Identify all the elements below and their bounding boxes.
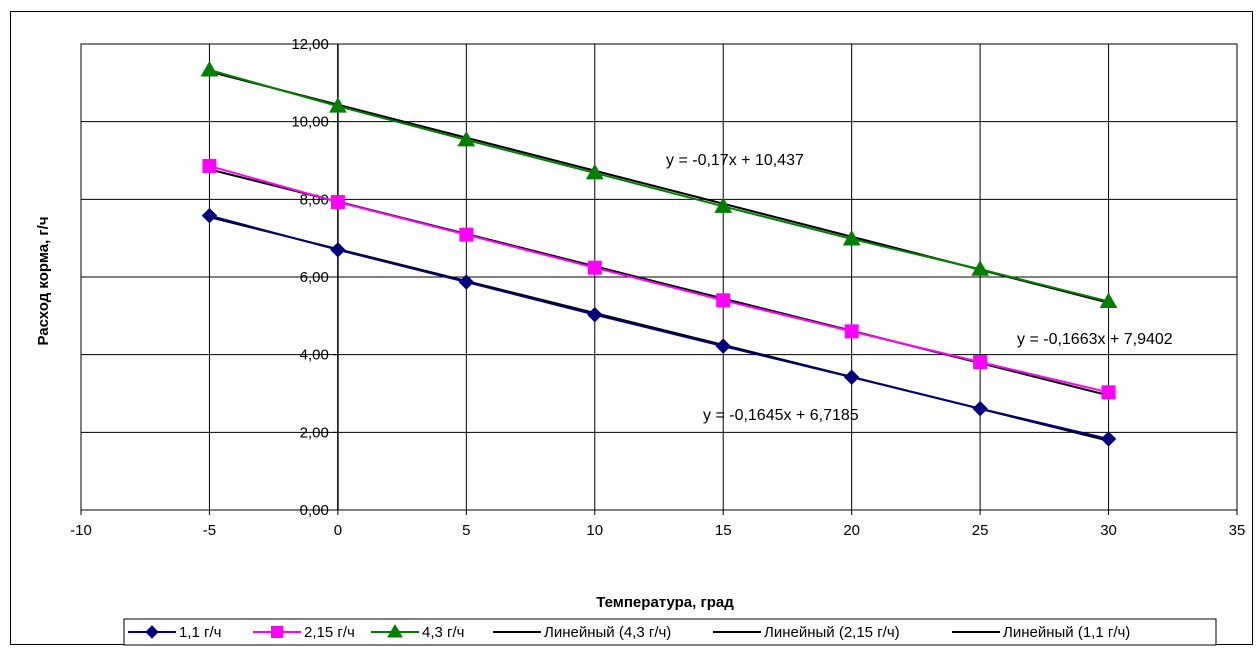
x-axis-title: Температура, град [596,594,734,611]
trendline-equations: y = -0,17x + 10,437 y = -0,1663x + 7,9402… [666,152,1173,424]
series-line-3 [209,69,1109,303]
legend-label: 1,1 г/ч [179,624,221,641]
legend-marker [387,624,403,638]
legend-marker [145,625,159,639]
legend-label: Линейный (1,1 г/ч) [1003,624,1130,641]
data-point-series-3 [842,229,861,246]
y-tick-label: 2,00 [300,424,329,441]
data-point-series-3 [714,197,733,213]
data-point-series-2 [587,260,602,275]
data-point-series-3 [1099,292,1118,308]
data-point-series-1 [201,207,218,224]
x-tick-label: 30 [1100,522,1117,539]
data-point-series-3 [457,130,476,147]
data-point-series-2 [844,324,859,339]
y-tick-label: 10,00 [291,114,329,131]
series-line-1 [209,214,1109,440]
data-point-series-2 [330,195,345,210]
y-tick-label: 0,00 [300,502,329,519]
data-point-series-3 [200,61,219,77]
grid [80,43,1238,511]
x-tick-label: -10 [70,522,92,539]
x-tick-label: 25 [972,522,989,539]
y-tick-label: 12,00 [291,36,329,53]
y-tick-label: 6,00 [300,269,329,286]
legend: 1,1 г/ч 2,15 г/ч 4,3 г/ч Линейный (4,3 г/ч)… [123,618,1217,646]
trendline-equation-2: y = -0,1663x + 7,9402 [1017,331,1173,348]
legend-label: Линейный (2,15 г/ч) [764,624,900,641]
data-point-series-2 [202,158,217,173]
x-tick-label: 0 [334,522,342,539]
legend-label: 4,3 г/ч [422,624,464,641]
data-point-series-2 [1101,385,1116,400]
x-tick-label: 20 [843,522,860,539]
data-point-series-1 [715,338,731,354]
x-tick-label: 15 [715,522,732,539]
data-point-series-3 [329,97,347,113]
data-point-series-2 [973,355,988,370]
data-point-series-1 [972,400,988,417]
x-tick-label: 10 [586,522,603,539]
x-tick-label: 35 [1229,522,1246,539]
axes: -10 -5 0 5 10 15 20 25 30 35 0,00 2,00 4,00 6,00 8,00 1… [70,36,1245,539]
y-axis-title: Расход корма, г/ч [35,216,52,345]
y-tick-label: 8,00 [300,191,329,208]
data-point-series-3 [971,260,989,276]
data-point-series-2 [716,293,731,308]
data-point-series-1 [587,306,603,323]
trendlines [209,70,1109,442]
trendline-equation-3: y = -0,1645x + 6,7185 [703,407,859,424]
legend-marker [271,626,283,638]
legend-label: 2,15 г/ч [304,624,355,641]
data-point-series-1 [458,274,475,290]
legend-label: Линейный (4,3 г/ч) [544,624,671,641]
data-point-series-1 [330,242,346,258]
data-point-series-1 [843,369,860,385]
legend-box [123,618,1217,646]
data-point-series-3 [585,163,604,180]
data-point-series-1 [1100,431,1117,447]
data-point-series-2 [459,227,474,242]
x-tick-label: -5 [203,522,216,539]
y-tick-label: 4,00 [300,347,329,364]
series [200,61,1118,447]
series-line-2 [209,164,1109,394]
trendline-equation-1: y = -0,17x + 10,437 [666,152,804,169]
x-tick-label: 5 [462,522,470,539]
